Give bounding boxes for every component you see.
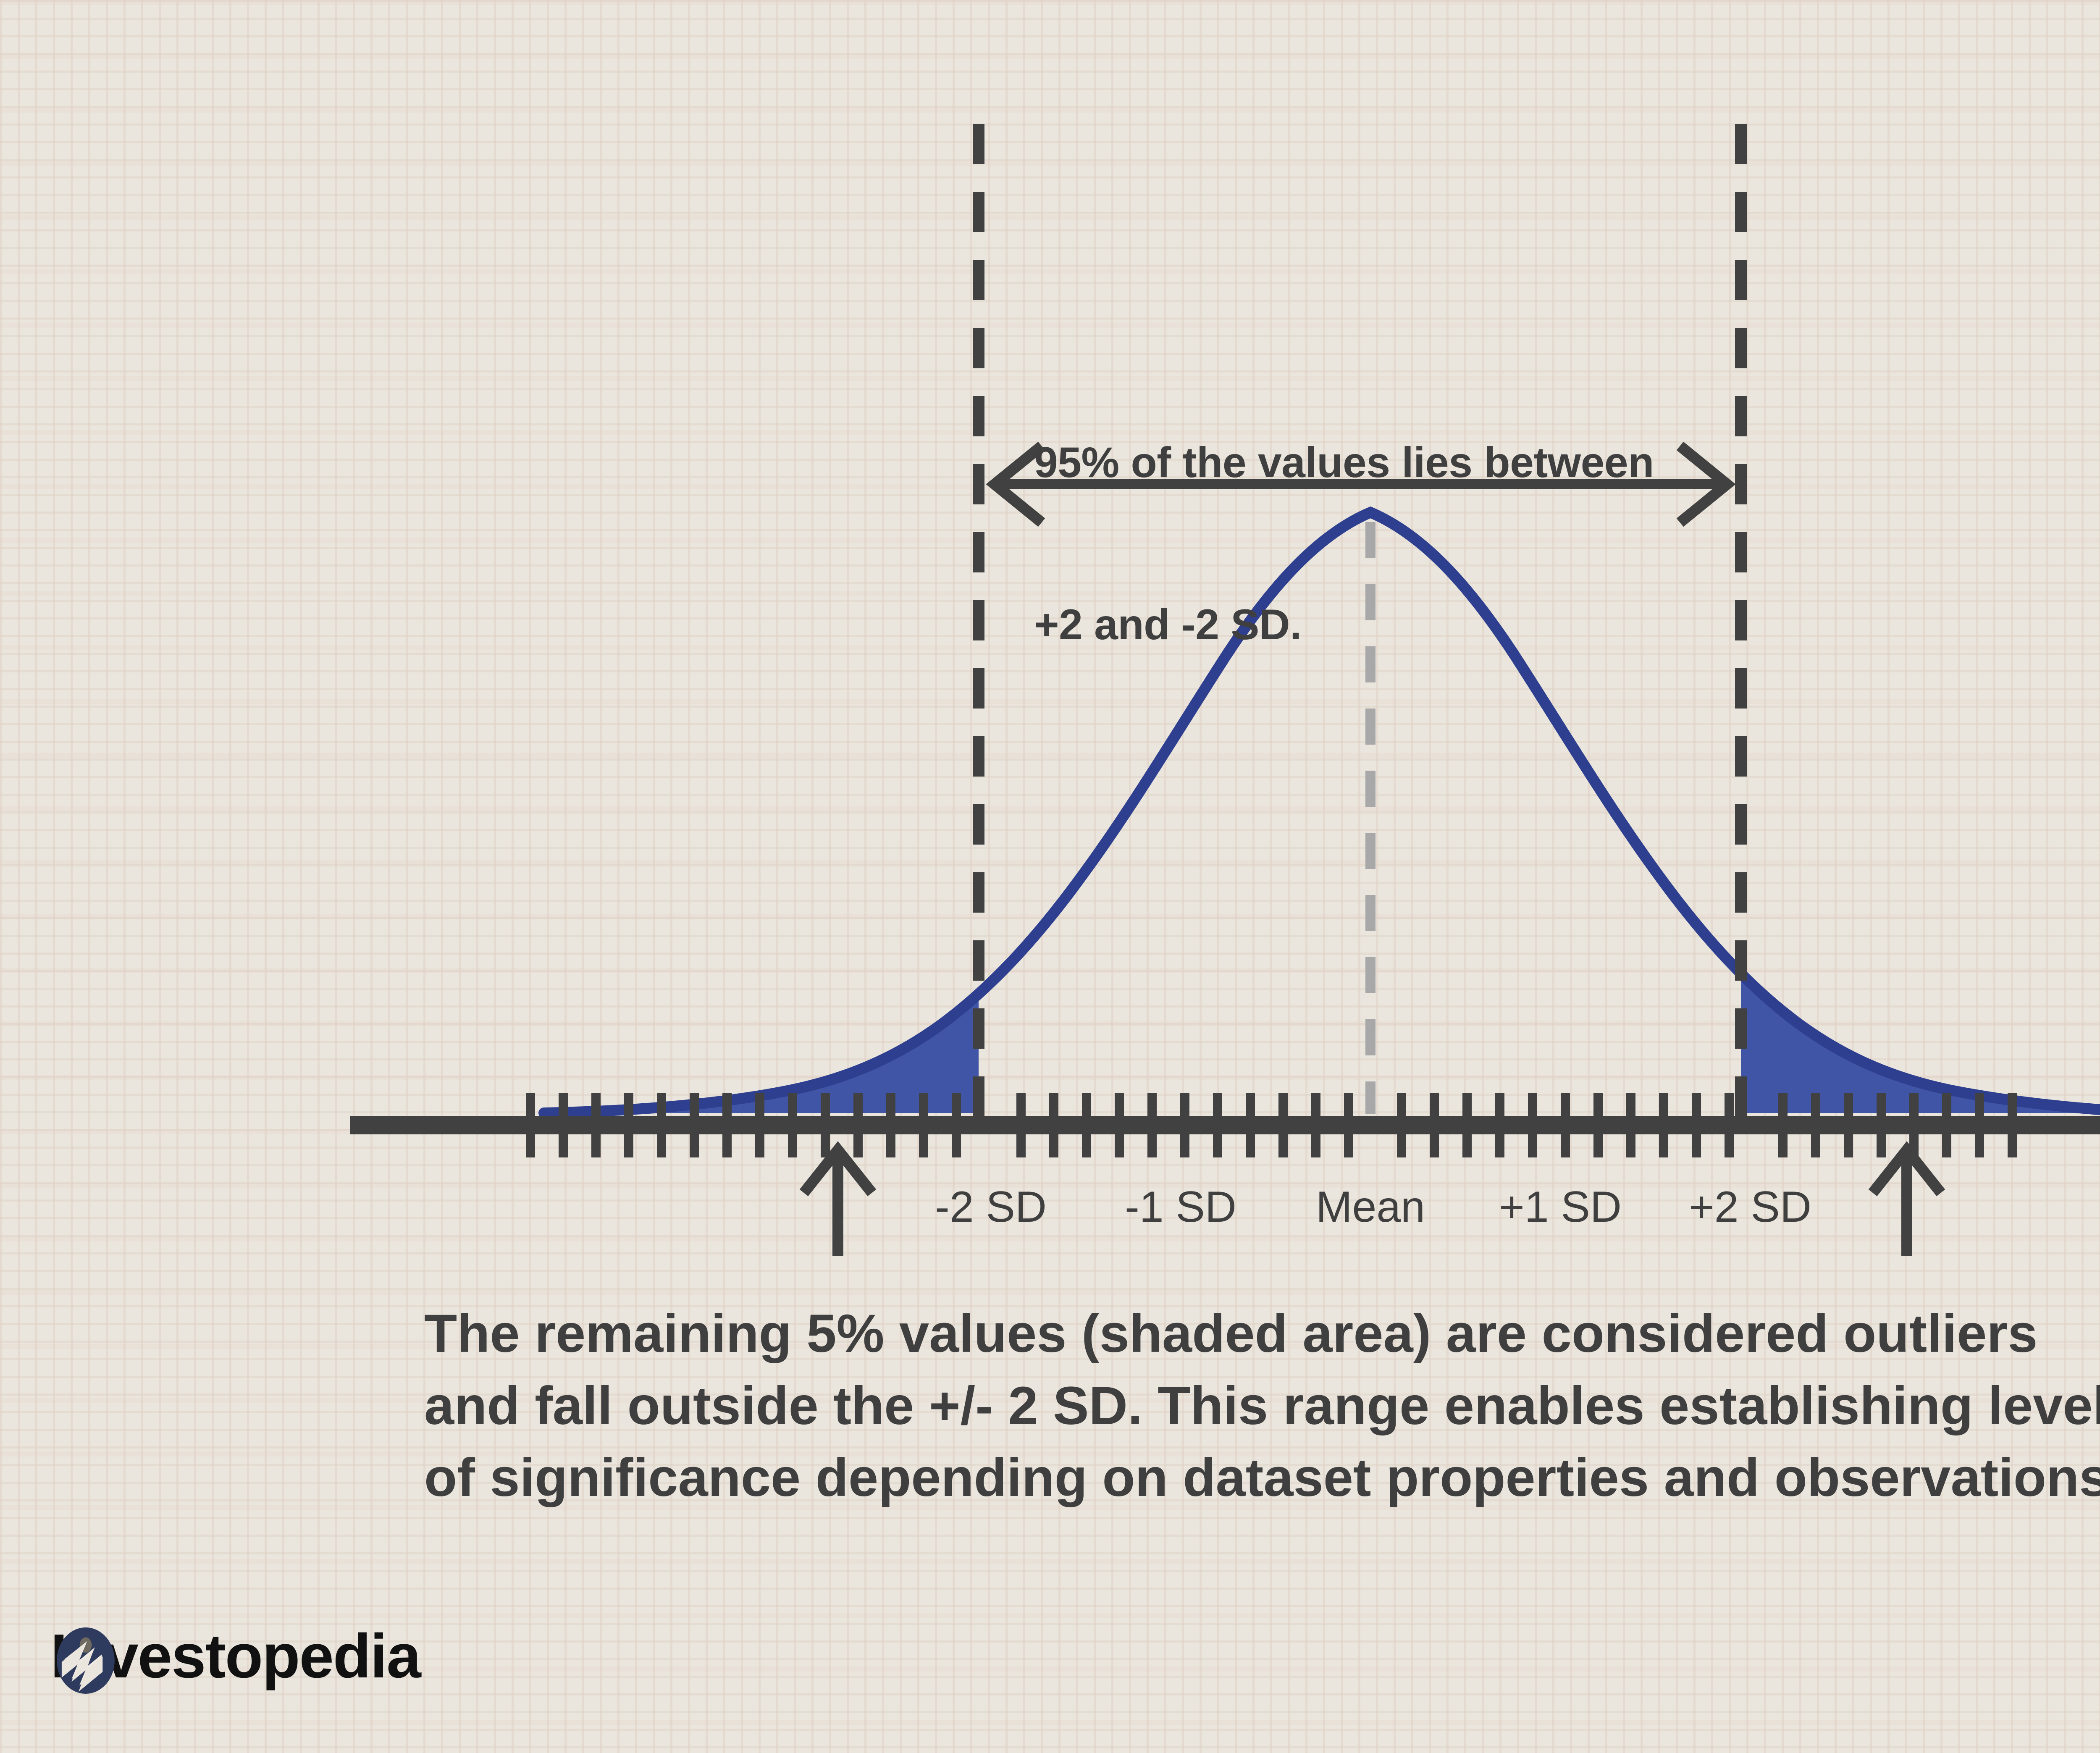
- x-axis-tick-marks: [526, 1093, 2017, 1157]
- left-outlier-arrow-head: [799, 1141, 877, 1197]
- normal-distribution-curve: [538, 506, 2100, 1118]
- left-tail-shaded-area: [544, 994, 979, 1113]
- right-outlier-arrow-head: [1868, 1141, 1945, 1197]
- shaded-outlier-areas: [544, 973, 2100, 1113]
- investopedia-logo: Investopedia: [50, 1625, 421, 1694]
- figure-caption: The remaining 5% values (shaded area) ar…: [424, 1298, 2100, 1514]
- tick-label-plus-1-sd: +1 SD: [1499, 1183, 1622, 1231]
- callout-line-1: 95% of the values lies between: [1034, 438, 1654, 487]
- caption-line-3: of significance depending on dataset pro…: [424, 1448, 2100, 1508]
- outlier-pointer-arrows: [799, 1141, 1945, 1256]
- span-arrow-head-right: [1676, 441, 1736, 527]
- percent-95-callout: 95% of the values lies between +2 and -2…: [1034, 328, 1654, 759]
- x-axis-bar: [350, 1116, 2100, 1134]
- tick-label-plus-2-sd: +2 SD: [1689, 1183, 1811, 1231]
- caption-line-1: The remaining 5% values (shaded area) ar…: [424, 1304, 2038, 1364]
- right-tail-shaded-area: [1741, 973, 2100, 1113]
- span-arrow-head-left: [986, 441, 1045, 527]
- tick-label-minus-2-sd: -2 SD: [935, 1183, 1047, 1231]
- callout-line-2: +2 and -2 SD.: [1034, 600, 1302, 648]
- tick-label-mean: Mean: [1315, 1183, 1425, 1231]
- tick-label-minus-1-sd: -1 SD: [1125, 1183, 1236, 1231]
- span-double-arrow: [986, 441, 1736, 527]
- caption-line-2: and fall outside the +/- 2 SD. This rang…: [424, 1375, 2100, 1436]
- investopedia-i-mark-icon: [57, 1627, 115, 1694]
